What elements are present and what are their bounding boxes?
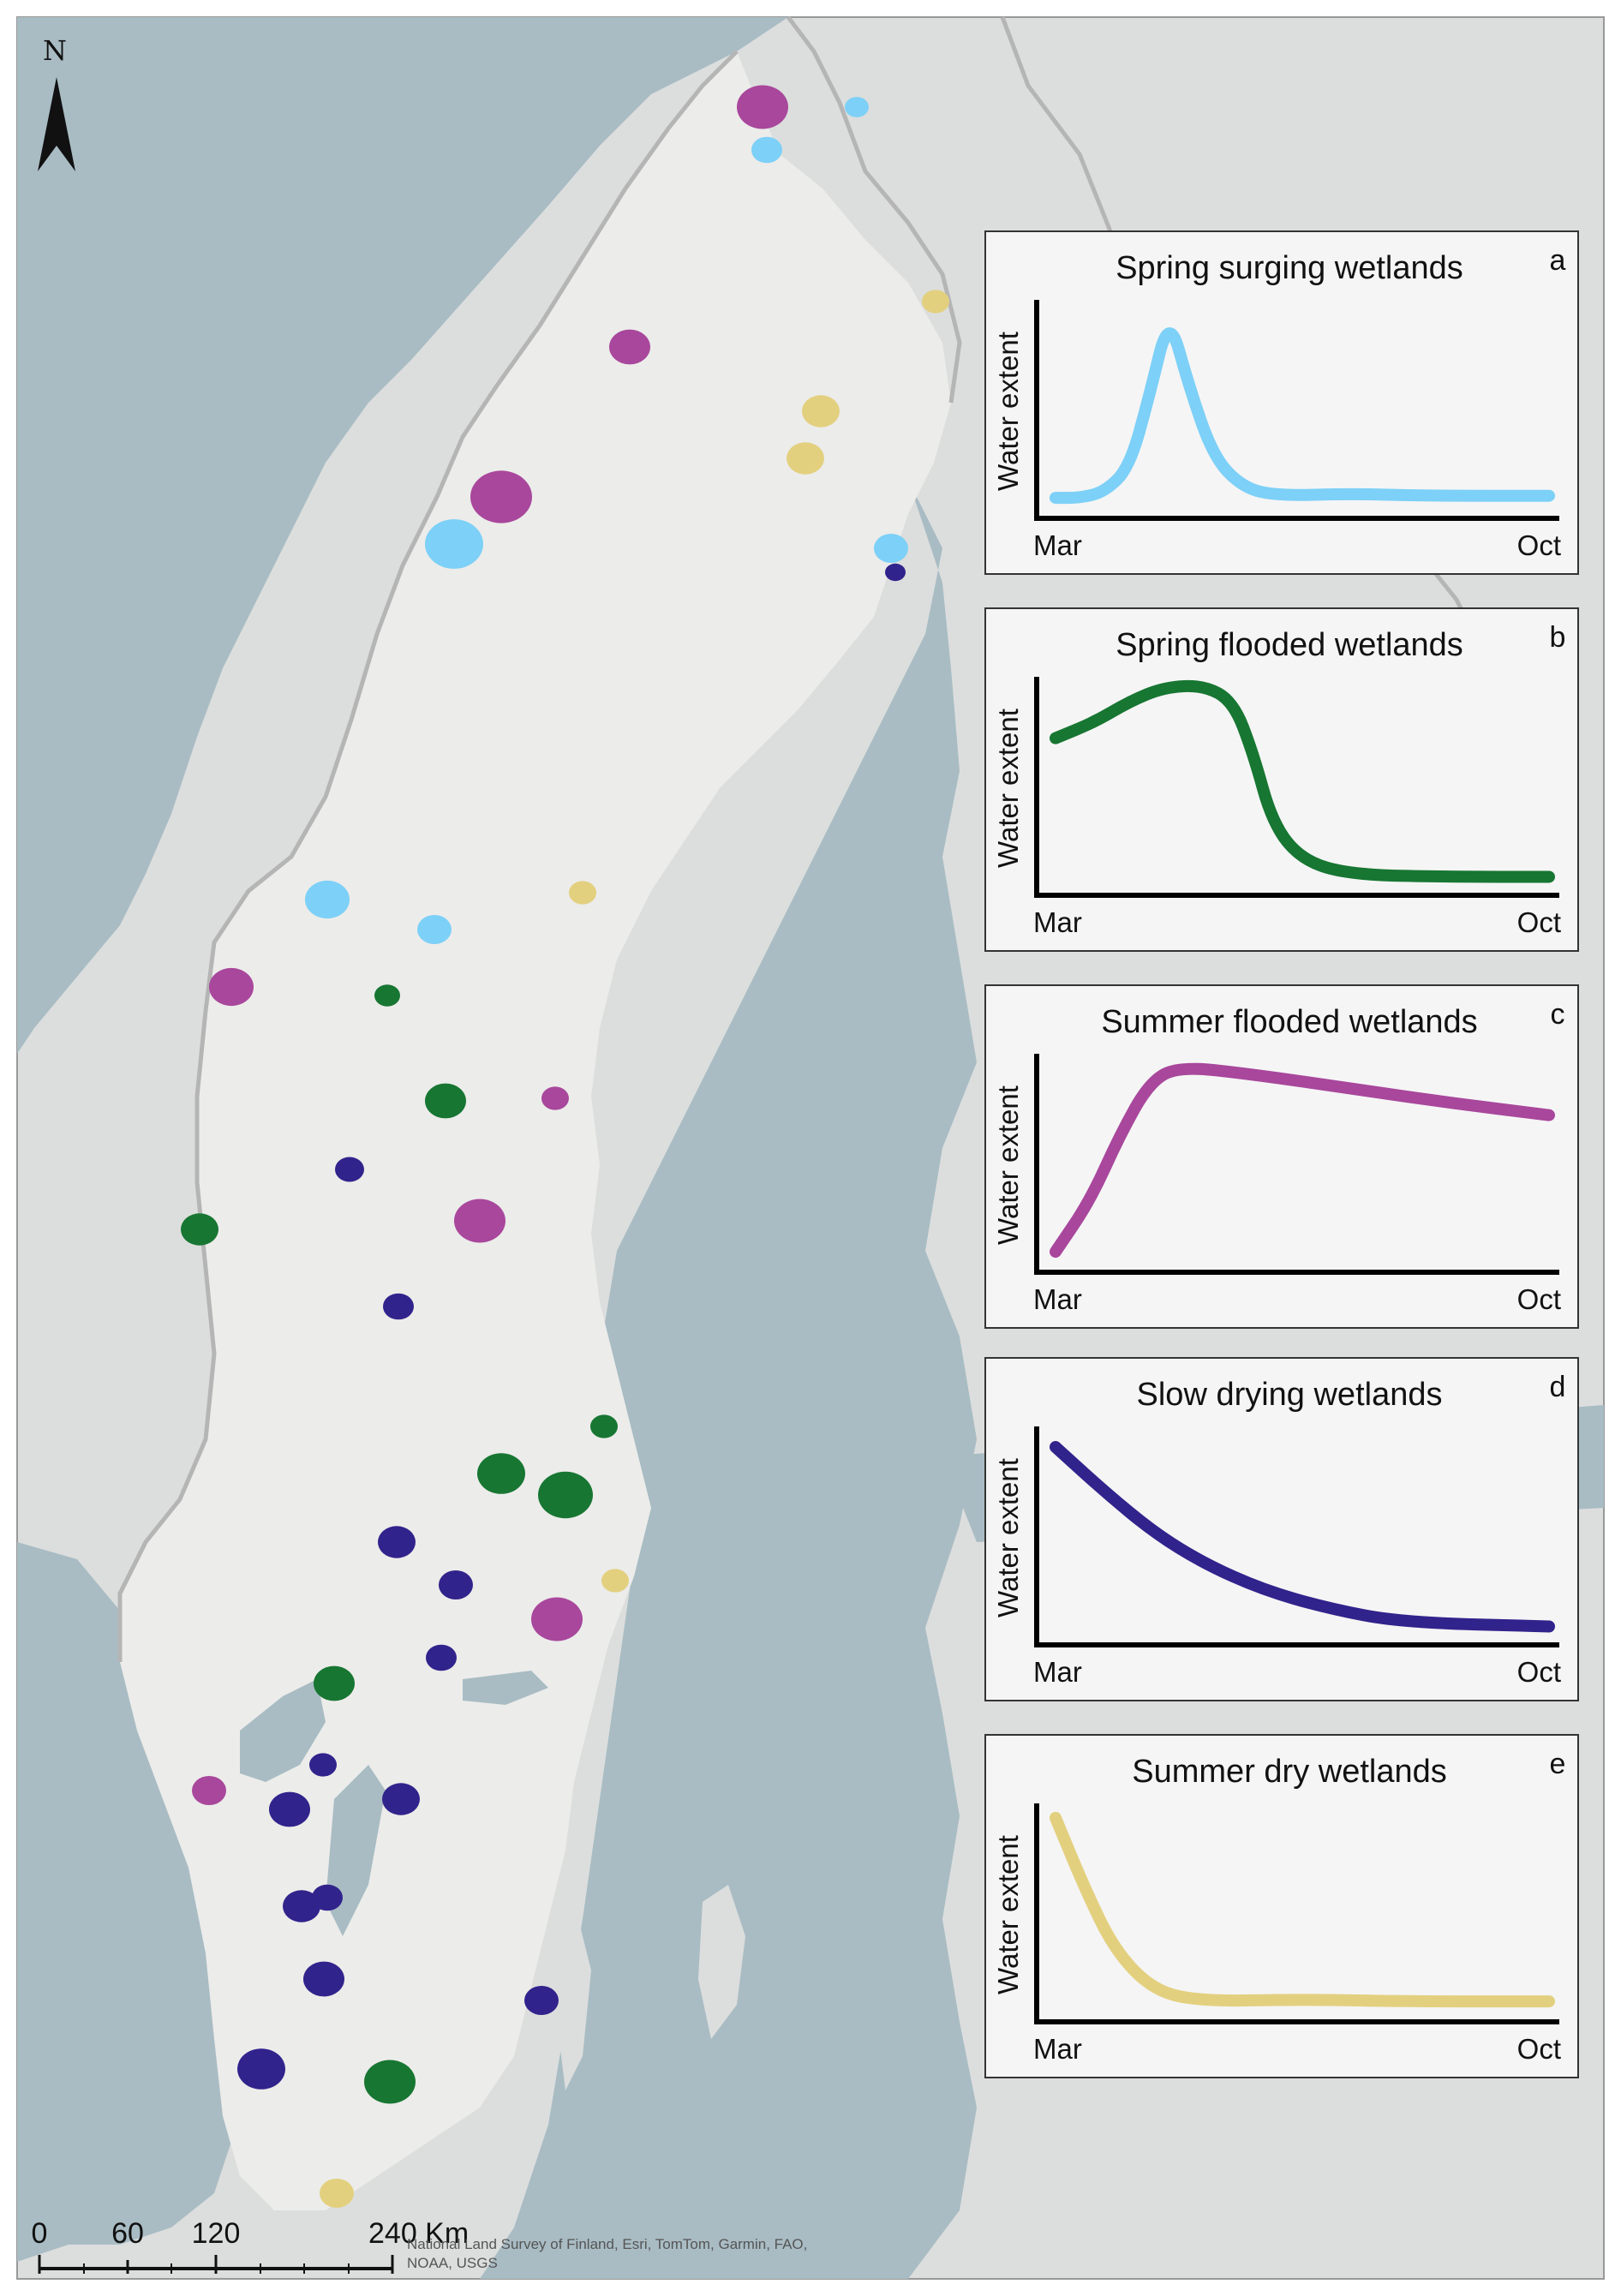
panel-axes xyxy=(1034,1426,1559,1647)
x-axis-start-label: Mar xyxy=(1033,906,1082,938)
wetland-site-summer-flooded xyxy=(609,329,650,365)
wetland-site-slow-drying xyxy=(237,2048,285,2090)
scale-tick-label: 0 xyxy=(32,2217,48,2250)
y-axis-label: Water extent xyxy=(992,1458,1024,1617)
wetland-site-spring-flooded xyxy=(425,1083,466,1119)
wetland-site-summer-flooded xyxy=(541,1086,569,1110)
scale-tick-label: 60 xyxy=(111,2217,144,2250)
x-axis-end-label: Oct xyxy=(1517,1656,1561,1688)
wetland-site-summer-flooded xyxy=(470,470,532,523)
water-extent-curve xyxy=(1050,679,1555,883)
wetland-site-spring-flooded xyxy=(364,2060,416,2104)
panel-title: Slow drying wetlands xyxy=(1137,1377,1443,1413)
wetland-site-spring-flooded xyxy=(314,1665,355,1701)
wetland-site-spring-surging xyxy=(845,97,869,117)
wetland-site-spring-flooded xyxy=(590,1414,618,1438)
wetland-site-spring-flooded xyxy=(374,984,400,1007)
panel-title: Spring flooded wetlands xyxy=(1116,627,1463,663)
x-axis-end-label: Oct xyxy=(1517,2033,1561,2065)
wetland-site-summer-flooded xyxy=(531,1597,583,1641)
wetland-site-slow-drying xyxy=(335,1157,364,1182)
panel-a: Spring surging wetlands a Water extent Mar O… xyxy=(984,230,1579,575)
water-extent-curve xyxy=(1050,1811,1555,2008)
panel-letter: a xyxy=(1550,244,1566,277)
x-axis-start-label: Mar xyxy=(1033,529,1082,561)
panel-letter: b xyxy=(1550,621,1566,654)
wetland-type-panels: Spring surging wetlands a Water extent Mar O… xyxy=(984,230,1579,2078)
x-axis-start-label: Mar xyxy=(1033,1656,1082,1688)
wetland-site-summer-flooded xyxy=(737,85,788,129)
panel-title: Summer flooded wetlands xyxy=(1101,1004,1477,1040)
wetland-site-summer-dry xyxy=(802,395,840,428)
wetland-site-slow-drying xyxy=(283,1890,320,1922)
wetland-site-spring-surging xyxy=(305,880,350,919)
panel-axes xyxy=(1034,1803,1559,2024)
x-axis-end-label: Oct xyxy=(1517,529,1561,561)
water-extent-curve xyxy=(1050,1062,1555,1259)
panel-axes xyxy=(1034,300,1559,521)
x-axis-start-label: Mar xyxy=(1033,1283,1082,1315)
wetland-site-slow-drying xyxy=(312,1884,343,1911)
panel-b: Spring flooded wetlands b Water extent Mar O… xyxy=(984,607,1579,952)
wetland-site-slow-drying xyxy=(378,1526,416,1558)
panel-letter: d xyxy=(1550,1371,1566,1403)
wetland-site-summer-dry xyxy=(320,2179,354,2208)
wetland-site-spring-surging xyxy=(751,136,782,164)
wetland-site-spring-flooded xyxy=(181,1213,218,1246)
panel-letter: c xyxy=(1551,998,1565,1031)
wetland-site-spring-surging xyxy=(425,519,483,569)
attribution-line-1: National Land Survey of Finland, Esri, T… xyxy=(407,2236,807,2252)
scale-tick-label: 120 xyxy=(192,2217,241,2250)
wetland-sites xyxy=(181,85,949,2208)
wetland-site-summer-flooded xyxy=(209,967,254,1007)
scale-tick-label: 240 Km xyxy=(368,2217,469,2250)
wetland-site-summer-dry xyxy=(569,881,596,905)
panel-axes xyxy=(1034,1054,1559,1275)
x-axis-end-label: Oct xyxy=(1517,906,1561,938)
map-attribution: National Land Survey of Finland, Esri, T… xyxy=(407,2236,807,2271)
wetland-site-slow-drying xyxy=(885,563,906,582)
wetland-site-spring-flooded xyxy=(538,1471,593,1519)
panel-axes xyxy=(1034,677,1559,898)
x-axis-end-label: Oct xyxy=(1517,1283,1561,1315)
panel-c: Summer flooded wetlands c Water extent Mar O… xyxy=(984,984,1579,1329)
y-axis-label: Water extent xyxy=(992,1835,1024,1994)
wetland-site-spring-surging xyxy=(874,534,908,563)
wetland-site-slow-drying xyxy=(524,1986,559,2015)
wetland-site-slow-drying xyxy=(269,1791,310,1827)
wetland-site-slow-drying xyxy=(309,1753,337,1777)
wetland-site-summer-dry xyxy=(922,290,949,314)
wetland-site-summer-flooded xyxy=(192,1776,226,1805)
y-axis-label: Water extent xyxy=(992,332,1024,491)
wetland-site-slow-drying xyxy=(303,1961,344,1997)
scale-bar: 0 60 120 240 Km xyxy=(32,2217,469,2274)
panel-d: Slow drying wetlands d Water extent Mar Oct xyxy=(984,1357,1579,1701)
panel-e: Summer dry wetlands e Water extent Mar Oct xyxy=(984,1734,1579,2078)
x-axis-start-label: Mar xyxy=(1033,2033,1082,2065)
wetland-site-summer-dry xyxy=(601,1569,629,1593)
water-extent-curve xyxy=(1050,327,1555,505)
wetland-site-slow-drying xyxy=(426,1644,457,1671)
north-arrow-icon: N xyxy=(38,34,75,171)
y-axis-label: Water extent xyxy=(992,1085,1024,1245)
wetland-site-slow-drying xyxy=(383,1293,414,1320)
panel-title: Summer dry wetlands xyxy=(1132,1754,1446,1790)
wetland-site-spring-surging xyxy=(417,915,452,944)
wetland-site-slow-drying xyxy=(382,1783,420,1815)
panel-title: Spring surging wetlands xyxy=(1116,250,1463,286)
wetland-site-spring-flooded xyxy=(477,1453,525,1494)
north-label: N xyxy=(43,34,67,67)
wetland-site-summer-flooded xyxy=(454,1199,505,1243)
wetland-site-summer-dry xyxy=(787,442,824,475)
wetland-site-slow-drying xyxy=(439,1570,473,1599)
panel-letter: e xyxy=(1550,1748,1566,1780)
y-axis-label: Water extent xyxy=(992,709,1024,868)
attribution-line-2: NOAA, USGS xyxy=(407,2255,498,2271)
water-extent-curve xyxy=(1050,1441,1555,1633)
